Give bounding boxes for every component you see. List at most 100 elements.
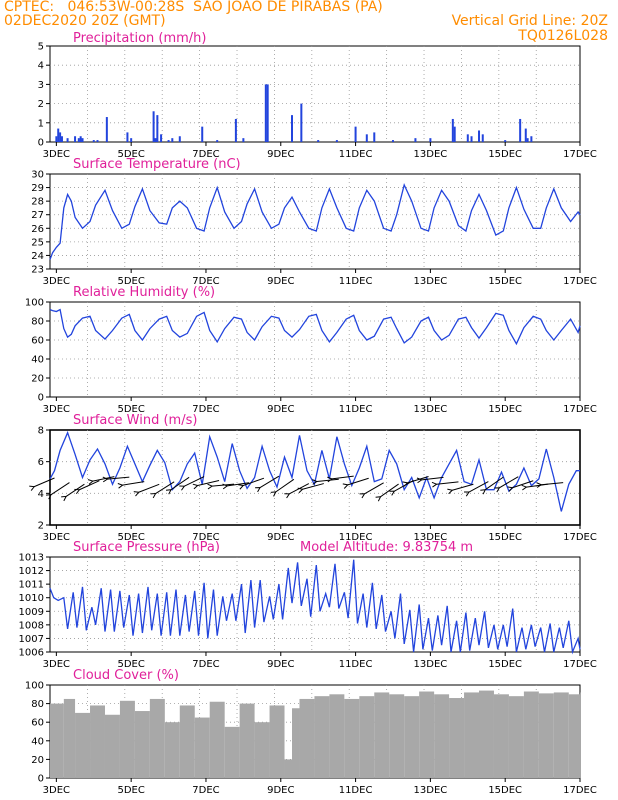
wind-arrow	[155, 481, 175, 494]
precip-bar	[77, 138, 80, 142]
series-line	[49, 430, 580, 512]
wind-arrow-head	[222, 483, 229, 490]
wind-arrow	[65, 483, 85, 497]
x-tick-label: 5DEC	[117, 149, 144, 160]
wind-arrow	[452, 483, 474, 491]
x-tick-label: 17DEC	[563, 276, 597, 287]
y-tick-label: 1007	[19, 634, 44, 645]
wind-arrow	[380, 483, 399, 498]
wind-arrow	[122, 481, 145, 486]
cloud-bar	[344, 698, 360, 778]
wind-arrow-head	[74, 488, 81, 495]
x-tick-label: 5DEC	[117, 532, 144, 543]
precip-bar	[414, 138, 417, 142]
precip-bar	[365, 134, 368, 142]
y-tick-label: 6	[38, 457, 44, 468]
wind-arrow	[316, 478, 339, 483]
y-tick-label: 8	[38, 426, 44, 437]
precip-bar	[391, 140, 394, 142]
y-tick-label: 1013	[19, 553, 44, 564]
y-tick-label: 0	[38, 138, 44, 149]
cloud-bar	[134, 711, 150, 778]
y-tick-label: 2	[38, 99, 44, 110]
wind-arrow-head	[464, 491, 470, 497]
precip-bar	[429, 138, 432, 142]
x-tick-label: 3DEC	[43, 659, 70, 670]
panel-frame-2	[49, 301, 581, 398]
wind-arrow-head	[389, 490, 396, 496]
x-tick-label: 17DEC	[563, 785, 597, 796]
wind-arrow-head	[494, 487, 501, 493]
wind-arrow-head	[297, 487, 304, 494]
precip-bar	[152, 111, 155, 142]
x-tick-label: 11DEC	[339, 149, 373, 160]
y-tick-label: 40	[31, 736, 44, 747]
wind-arrow	[302, 483, 324, 490]
x-tick-label: 7DEC	[192, 404, 219, 415]
y-tick-label: 27	[31, 210, 44, 221]
wind-arrow	[499, 476, 519, 489]
wind-arrow	[227, 482, 250, 487]
precip-bar	[201, 126, 204, 142]
cloud-bar	[104, 714, 120, 778]
wind-arrow	[170, 476, 190, 491]
x-tick-label: 7DEC	[192, 659, 219, 670]
precip-bar	[167, 140, 170, 142]
cloud-bar	[464, 692, 480, 778]
x-tick-label: 13DEC	[414, 404, 448, 415]
wind-arrow-head	[46, 494, 52, 500]
precip-bar	[519, 118, 522, 142]
precip-bar	[96, 140, 99, 142]
cloud-bar	[434, 694, 450, 778]
cloud-bar	[179, 705, 195, 778]
precip-bar	[171, 138, 174, 142]
series-line	[49, 308, 581, 346]
cloud-bar	[389, 694, 405, 778]
cloud-bar	[194, 717, 210, 778]
cloud-bar	[359, 696, 375, 778]
x-tick-label: 13DEC	[414, 276, 448, 287]
wind-arrow-head	[284, 493, 291, 499]
x-tick-label: 11DEC	[339, 404, 373, 415]
precip-bar	[156, 115, 159, 142]
y-tick-label: 1	[38, 118, 44, 129]
y-tick-label: 20	[31, 374, 44, 385]
y-tick-label: 3	[38, 80, 44, 91]
y-tick-label: 25	[31, 237, 44, 248]
x-tick-label: 5DEC	[117, 404, 144, 415]
wind-arrow-head	[165, 489, 172, 495]
cloud-bar	[164, 722, 180, 778]
y-tick-label: 1006	[19, 648, 44, 659]
precip-bar	[160, 134, 163, 142]
cloud-bar	[374, 692, 390, 778]
panel-title: Cloud Cover (%)	[73, 668, 179, 683]
header-line1: CPTEC: 046:53W-00:28S SAO JOAO DE PIRABA…	[4, 0, 383, 15]
wind-arrow	[79, 480, 100, 491]
x-tick-label: 9DEC	[267, 659, 294, 670]
y-tick-label: 1010	[19, 593, 44, 604]
precip-bar	[530, 136, 533, 142]
y-tick-label: 30	[31, 170, 44, 181]
x-tick-label: 13DEC	[414, 149, 448, 160]
cloud-bar	[329, 694, 345, 778]
y-tick-label: 26	[31, 224, 44, 235]
precip-bar	[504, 140, 507, 142]
y-tick-label: 24	[31, 251, 44, 262]
wind-arrow	[92, 476, 115, 482]
cloud-bar	[149, 698, 165, 778]
series-line	[49, 559, 581, 655]
panel-frame-1	[49, 173, 581, 270]
precip-bar	[66, 138, 69, 142]
wind-arrow-head	[270, 491, 277, 497]
cloud-bar	[538, 693, 554, 778]
wind-arrow-head	[327, 476, 333, 483]
x-tick-label: 17DEC	[563, 532, 597, 543]
precip-bar	[264, 84, 267, 142]
precip-bar	[470, 136, 473, 142]
precip-bar	[242, 138, 245, 142]
panel-title: Surface Pressure (hPa)	[73, 540, 220, 555]
wind-arrow-head	[255, 487, 261, 493]
wind-arrow	[347, 477, 369, 486]
y-tick-label: 80	[31, 317, 44, 328]
wind-arrow-head	[102, 476, 109, 483]
